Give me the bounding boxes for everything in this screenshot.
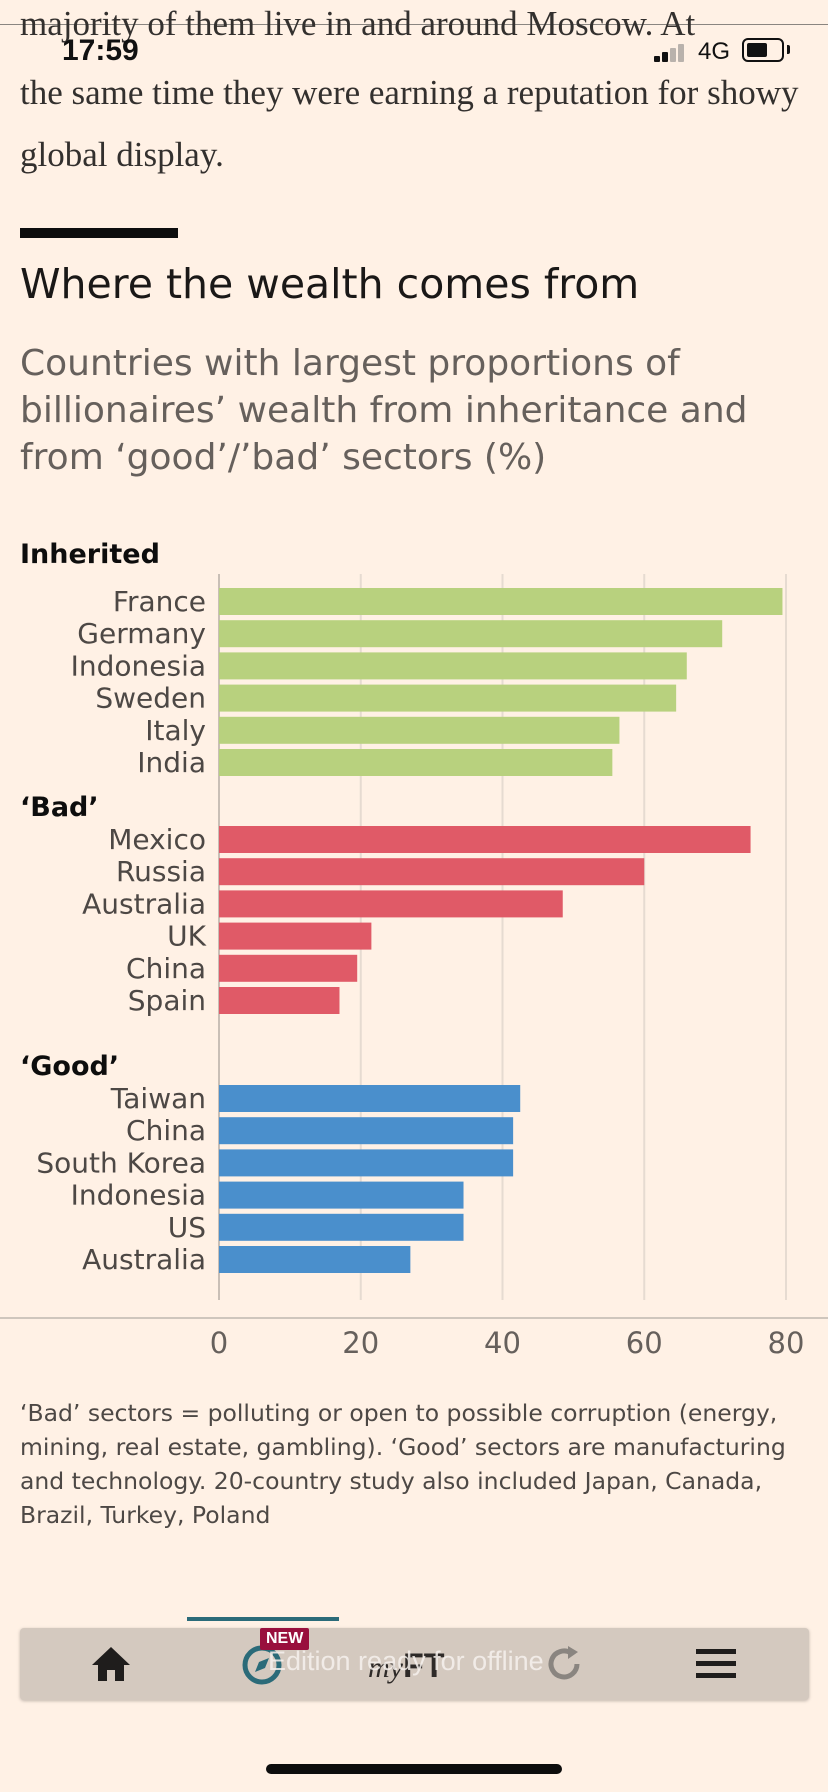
- bar-category-label: Taiwan: [110, 1082, 206, 1115]
- bar: [219, 652, 687, 680]
- bar-category-label: China: [126, 952, 206, 985]
- group-heading: ‘Bad’: [20, 792, 99, 823]
- bar-category-label: Mexico: [108, 823, 206, 856]
- bar-category-label: Indonesia: [71, 1179, 206, 1212]
- bar: [219, 987, 340, 1014]
- chart-title: Where the wealth comes from: [20, 260, 640, 308]
- article-cut-line: majority of them live in and around Mosc…: [20, 4, 696, 43]
- bar: [219, 858, 645, 886]
- bar-category-label: China: [126, 1114, 206, 1147]
- bar-category-label: India: [137, 746, 206, 779]
- status-bar: majority of them live in and around Mosc…: [0, 0, 828, 67]
- section-divider: [20, 228, 178, 238]
- bottom-toolbar: [20, 1628, 809, 1700]
- refresh-icon: [548, 1646, 580, 1680]
- battery-icon: [742, 38, 784, 62]
- bar-chart: 0 20 40 60 80InheritedFranceGermanyIndonesia…: [0, 539, 828, 1360]
- x-tick-label: 40: [484, 1326, 521, 1360]
- group-heading: ‘Good’: [20, 1051, 119, 1082]
- bar-category-label: Spain: [128, 984, 206, 1017]
- chart-footnote: ‘Bad’ sectors = polluting or open to pos…: [20, 1399, 786, 1529]
- myft-button[interactable]: myFT: [368, 1646, 445, 1686]
- bar: [219, 620, 723, 648]
- bar-category-label: Italy: [145, 714, 206, 747]
- bar: [219, 588, 783, 615]
- signal-icon: [654, 42, 688, 62]
- home-button[interactable]: [90, 1644, 132, 1684]
- bar-category-label: Australia: [82, 887, 206, 920]
- status-time: 17:59: [62, 34, 139, 67]
- myft-my: my: [368, 1651, 403, 1684]
- chart-subtitle: Countries with largest proportions of bi…: [20, 343, 748, 478]
- new-badge: NEW: [260, 1628, 310, 1650]
- bar: [219, 1246, 411, 1273]
- bar-category-label: Germany: [77, 617, 206, 650]
- bar: [219, 684, 677, 712]
- bar: [219, 890, 563, 918]
- bar-category-label: US: [168, 1211, 206, 1244]
- top-divider: [0, 24, 828, 25]
- bar: [219, 954, 358, 982]
- home-icon: [92, 1647, 130, 1681]
- active-tab-indicator: [187, 1617, 339, 1621]
- bar: [219, 716, 620, 744]
- group-heading: Inherited: [20, 539, 160, 570]
- bar-category-label: South Korea: [36, 1146, 206, 1179]
- bar-category-label: Australia: [82, 1243, 206, 1276]
- battery-tip: [787, 45, 790, 54]
- bar-category-label: France: [113, 585, 206, 618]
- bar-category-label: Sweden: [95, 682, 206, 715]
- bar: [219, 1117, 514, 1145]
- bar: [219, 1085, 521, 1112]
- x-tick-label: 0: [210, 1326, 228, 1360]
- bar: [219, 1149, 514, 1177]
- home-indicator: [266, 1764, 562, 1774]
- bar: [219, 749, 613, 776]
- myft-ft: FT: [402, 1647, 445, 1685]
- offline-toast: Edition ready for offline: [268, 1646, 544, 1676]
- article-cut-line-clip: majority of them live in and around Mosc…: [20, 0, 820, 50]
- menu-button[interactable]: [696, 1646, 736, 1682]
- article-paragraph: the same time they were earning a reputa…: [20, 73, 799, 174]
- bar: [219, 826, 751, 853]
- menu-icon: [696, 1649, 736, 1678]
- bar: [219, 922, 372, 950]
- network-label: 4G: [698, 38, 731, 65]
- bar: [219, 1181, 464, 1209]
- bar-category-label: UK: [167, 920, 206, 953]
- refresh-button[interactable]: [544, 1644, 584, 1684]
- bar-category-label: Indonesia: [71, 649, 206, 682]
- bar-category-label: Russia: [116, 855, 206, 888]
- x-tick-label: 80: [768, 1326, 805, 1360]
- x-tick-label: 60: [626, 1326, 663, 1360]
- bar: [219, 1213, 464, 1241]
- x-tick-label: 20: [342, 1326, 379, 1360]
